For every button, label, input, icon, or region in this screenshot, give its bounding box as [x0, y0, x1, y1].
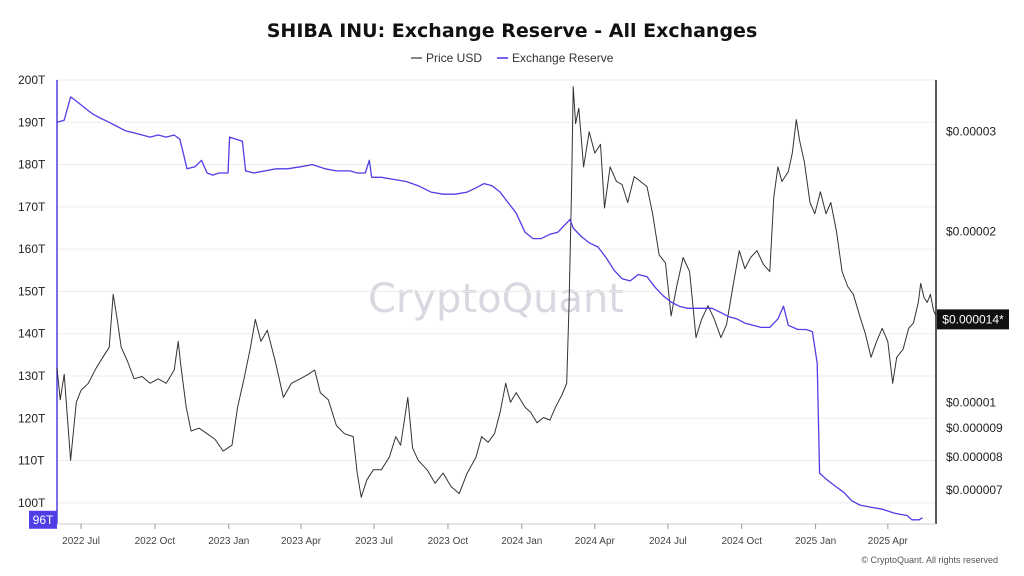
left-tick-label: 150T — [18, 284, 46, 298]
right-tick-label: $0.00002 — [946, 225, 996, 239]
legend-label-price[interactable]: Price USD — [426, 51, 482, 65]
x-axis-ticks: 2022 Jul 2022 Oct 2023 Jan 2023 Apr 2023 Jul… — [62, 524, 909, 547]
left-tick-label: 120T — [18, 411, 46, 425]
x-tick-label: 2023 Oct — [428, 536, 469, 547]
x-tick-label: 2024 Jul — [649, 536, 687, 547]
x-tick-label: 2022 Oct — [135, 536, 176, 547]
left-tick-label: 140T — [18, 327, 46, 341]
left-tick-label: 200T — [18, 73, 46, 87]
right-current-badge — [937, 309, 1009, 330]
x-tick-label: 2023 Apr — [281, 536, 322, 547]
axes — [56, 80, 937, 525]
left-current-badge — [29, 510, 57, 529]
x-tick-label: 2023 Jul — [355, 536, 393, 547]
left-tick-label: 130T — [18, 369, 46, 383]
watermark: CryptoQuant — [368, 276, 624, 322]
series-line-price-usd — [56, 86, 937, 498]
chart-title: SHIBA INU: Exchange Reserve - All Exchan… — [267, 20, 758, 42]
right-tick-label: $0.00003 — [946, 125, 996, 139]
x-tick-label: 2024 Oct — [721, 536, 762, 547]
right-tick-label: $0.000009 — [946, 421, 1003, 435]
grid-lines — [57, 79, 936, 504]
x-tick-label: 2025 Apr — [868, 536, 909, 547]
series-line-exchange-reserve — [56, 96, 923, 521]
left-axis-ticks: 100T 110T 120T 130T 140T 150T 160T 170T 180T 190T… — [18, 73, 46, 510]
x-tick-label: 2025 Jan — [795, 536, 836, 547]
x-tick-label: 2024 Jan — [501, 536, 542, 547]
right-current-badge-label: $0.000014* — [942, 312, 1004, 326]
left-tick-label: 100T — [18, 496, 46, 510]
right-tick-label: $0.00001 — [946, 395, 996, 409]
right-tick-label: $0.000007 — [946, 483, 1003, 497]
left-tick-label: 160T — [18, 242, 46, 256]
x-tick-label: 2023 Jan — [208, 536, 249, 547]
x-tick-label: 2024 Apr — [575, 536, 616, 547]
copyright: © CryptoQuant. All rights reserved — [861, 555, 998, 565]
left-tick-label: 170T — [18, 200, 46, 214]
left-current-badge-label: 96T — [33, 513, 54, 527]
left-tick-label: 110T — [18, 454, 45, 468]
left-tick-label: 180T — [18, 158, 46, 172]
legend-label-reserve[interactable]: Exchange Reserve — [512, 51, 614, 65]
current-value-badges: 96T $0.000014* — [29, 309, 1009, 529]
right-tick-label: $0.000008 — [946, 450, 1003, 464]
x-tick-label: 2022 Jul — [62, 536, 100, 547]
legend: Price USD Exchange Reserve — [411, 51, 614, 65]
series-lines — [56, 86, 937, 521]
left-tick-label: 190T — [18, 115, 46, 129]
right-axis-ticks: $0.00003 $0.00002 $0.00001 $0.000009 $0.0000… — [946, 125, 1003, 497]
